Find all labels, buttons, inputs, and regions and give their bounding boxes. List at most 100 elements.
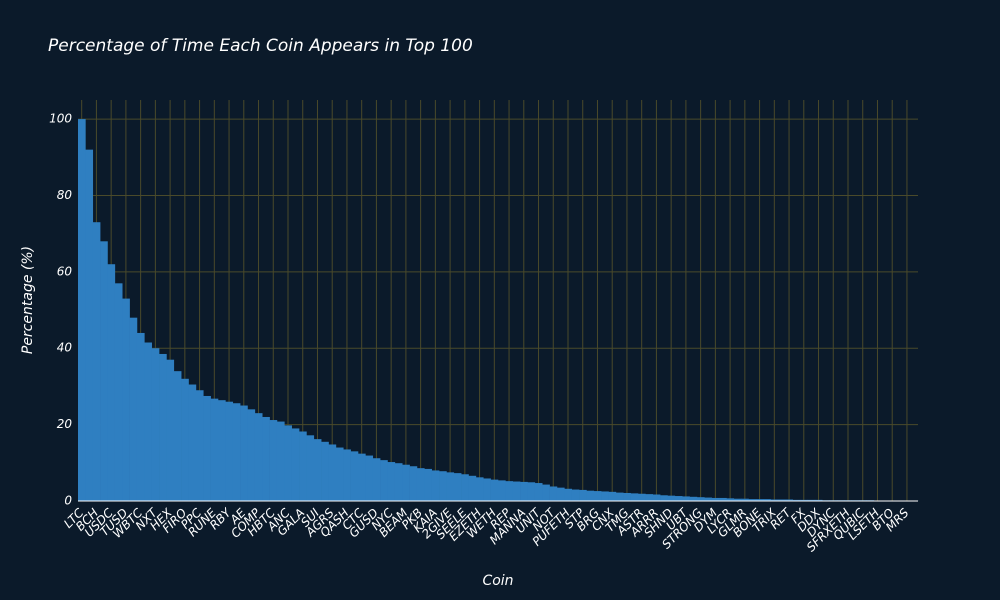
bar	[254, 413, 263, 501]
bar	[122, 298, 130, 501]
bar	[114, 283, 123, 501]
bar	[520, 481, 528, 501]
bar	[564, 488, 572, 501]
bar	[446, 472, 455, 501]
bar	[328, 444, 337, 501]
bar	[439, 471, 447, 501]
bar	[800, 499, 808, 501]
bar	[534, 483, 543, 501]
bar	[335, 447, 344, 501]
bar	[726, 498, 735, 501]
y-tick-label: 40	[57, 341, 73, 355]
bar	[814, 499, 823, 501]
bar	[365, 455, 374, 501]
bar	[129, 317, 138, 501]
bar	[402, 464, 410, 501]
bar	[579, 489, 587, 501]
bar	[512, 481, 521, 501]
bar	[431, 470, 440, 501]
bar	[638, 493, 646, 501]
bar	[711, 497, 720, 501]
bar	[682, 496, 690, 501]
bar	[291, 428, 300, 501]
bar	[218, 400, 226, 501]
bar	[225, 401, 234, 501]
y-tick-label: 20	[57, 417, 73, 431]
bar	[475, 477, 484, 501]
bar	[645, 494, 654, 501]
bar	[601, 491, 609, 501]
bar	[630, 493, 639, 501]
bar	[461, 474, 469, 501]
bar	[527, 482, 536, 501]
bar	[387, 462, 396, 501]
bar	[166, 359, 175, 501]
bar	[181, 378, 189, 501]
bar	[763, 499, 771, 501]
bar	[792, 499, 801, 501]
bar	[151, 348, 160, 501]
bar	[807, 499, 816, 501]
bar	[755, 499, 764, 501]
chart-title: Percentage of Time Each Coin Appears in …	[48, 36, 473, 56]
bar	[136, 332, 145, 501]
bar	[262, 416, 270, 501]
bar	[453, 473, 462, 501]
bar	[483, 478, 491, 501]
bar	[696, 497, 705, 501]
y-tick-label: 100	[49, 112, 72, 126]
bar	[615, 492, 624, 501]
bar	[92, 222, 101, 501]
bar	[188, 384, 197, 501]
bar	[549, 486, 558, 501]
bar	[704, 497, 712, 501]
bar	[350, 451, 359, 501]
bar	[313, 439, 322, 501]
bar	[674, 496, 683, 501]
bar	[173, 371, 182, 501]
bar	[660, 495, 668, 501]
y-tick-label: 80	[57, 188, 73, 202]
bar	[276, 421, 285, 501]
bar	[741, 498, 749, 501]
bar	[689, 496, 698, 501]
bar	[100, 241, 108, 502]
bar	[284, 425, 292, 501]
bar	[623, 492, 631, 501]
bar	[571, 489, 580, 501]
bar	[608, 491, 617, 501]
bar	[424, 468, 432, 501]
bar	[269, 420, 278, 501]
bar	[542, 484, 550, 501]
bar	[409, 466, 418, 501]
bar	[667, 495, 676, 501]
y-tick-label: 0	[64, 494, 72, 508]
bar	[85, 149, 94, 501]
bar	[785, 499, 794, 501]
bar	[586, 490, 595, 501]
bar	[247, 409, 256, 501]
bar	[652, 494, 661, 501]
bar	[380, 460, 388, 501]
bar	[778, 499, 786, 501]
bar	[770, 499, 779, 501]
bar	[78, 119, 86, 501]
bar	[107, 264, 116, 501]
bar	[394, 463, 403, 501]
bar	[372, 458, 381, 501]
bar	[343, 449, 351, 501]
bar	[240, 405, 248, 501]
bar	[416, 468, 425, 501]
bar	[203, 395, 211, 501]
bar	[195, 390, 204, 501]
y-axis-label: Percentage (%)	[20, 246, 36, 354]
bar	[358, 453, 366, 501]
bar	[556, 487, 565, 501]
bar	[321, 441, 329, 501]
bar	[144, 342, 152, 501]
bar	[159, 353, 167, 501]
bar	[468, 475, 477, 501]
bar	[748, 499, 757, 501]
y-tick-label: 60	[57, 264, 73, 278]
